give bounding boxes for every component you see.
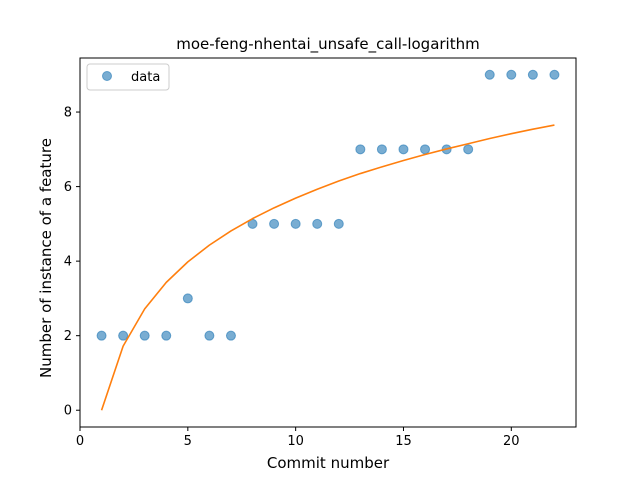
x-axis-label: Commit number — [267, 454, 390, 472]
chart-title: moe-feng-nhentai_unsafe_call-logarithm — [176, 35, 479, 54]
x-tick-label: 15 — [395, 434, 412, 449]
legend: data — [87, 64, 169, 90]
data-point — [356, 145, 365, 154]
y-tick-label: 2 — [64, 329, 72, 344]
data-point — [270, 219, 279, 228]
x-tick-label: 20 — [503, 434, 520, 449]
y-tick-label: 4 — [64, 255, 72, 270]
x-tick-label: 10 — [287, 434, 304, 449]
data-point — [334, 219, 343, 228]
data-point — [291, 219, 300, 228]
y-tick-label: 0 — [64, 404, 72, 419]
data-point — [140, 331, 149, 340]
data-point — [162, 331, 171, 340]
legend-label-data: data — [131, 70, 160, 85]
data-point — [183, 294, 192, 303]
data-point — [421, 145, 430, 154]
y-axis-label: Number of instance of a feature — [37, 138, 55, 378]
x-tick-label: 5 — [184, 434, 192, 449]
data-point — [313, 219, 322, 228]
x-tick-label: 0 — [76, 434, 84, 449]
data-point — [97, 331, 106, 340]
data-point — [485, 70, 494, 79]
data-point — [507, 70, 516, 79]
data-point — [399, 145, 408, 154]
y-tick-label: 8 — [64, 106, 72, 121]
data-point — [464, 145, 473, 154]
plot-frame — [80, 58, 576, 427]
data-point — [119, 331, 128, 340]
plot-area — [80, 58, 576, 427]
data-point — [550, 70, 559, 79]
y-tick-label: 6 — [64, 180, 72, 195]
data-point — [528, 70, 537, 79]
data-point — [377, 145, 386, 154]
data-point — [205, 331, 214, 340]
legend-marker-data — [103, 72, 112, 81]
data-point — [226, 331, 235, 340]
